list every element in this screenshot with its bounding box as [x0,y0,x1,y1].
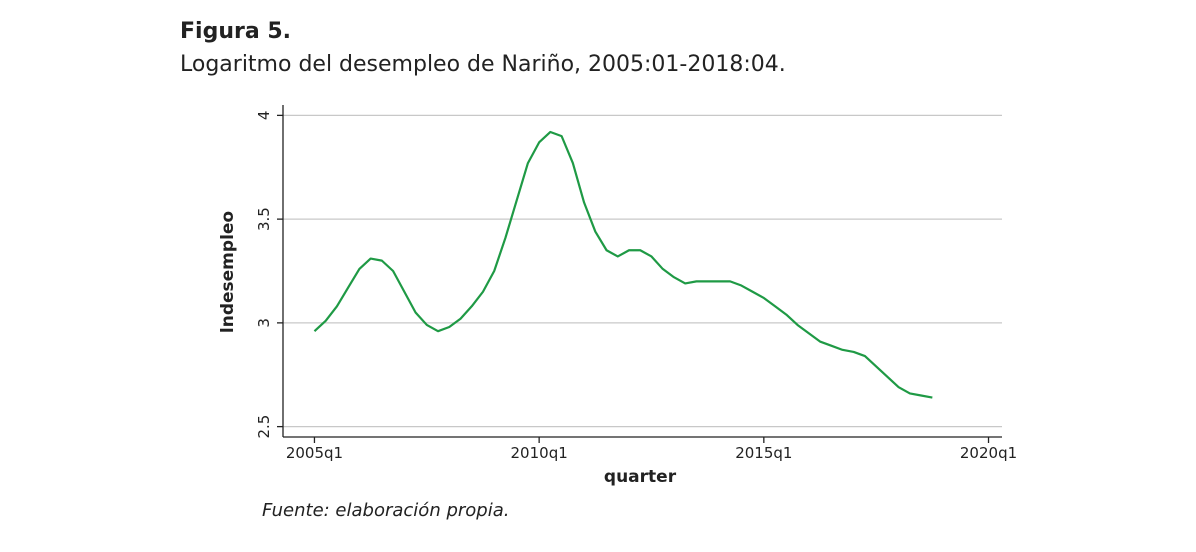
x-tick-label: 2015q1 [735,444,792,462]
y-tick-label: 3 [255,318,273,328]
y-tick-label: 3.5 [255,207,273,231]
chart-title: Figura 5. [180,19,291,44]
data-line [313,130,933,399]
y-tick-label: 2.5 [255,415,273,439]
x-tick-label: 2010q1 [511,444,568,462]
x-tick-label: 2005q1 [286,444,343,462]
chart-subtitle: Logaritmo del desempleo de Nariño, 2005:… [180,52,786,77]
source-note: Fuente: elaboración propia. [262,500,509,521]
y-axis-label: lndesempleo [218,211,238,333]
x-axis-label: quarter [604,467,677,487]
y-tick-label: 4 [255,111,273,121]
x-tick-label: 2020q1 [960,444,1017,462]
